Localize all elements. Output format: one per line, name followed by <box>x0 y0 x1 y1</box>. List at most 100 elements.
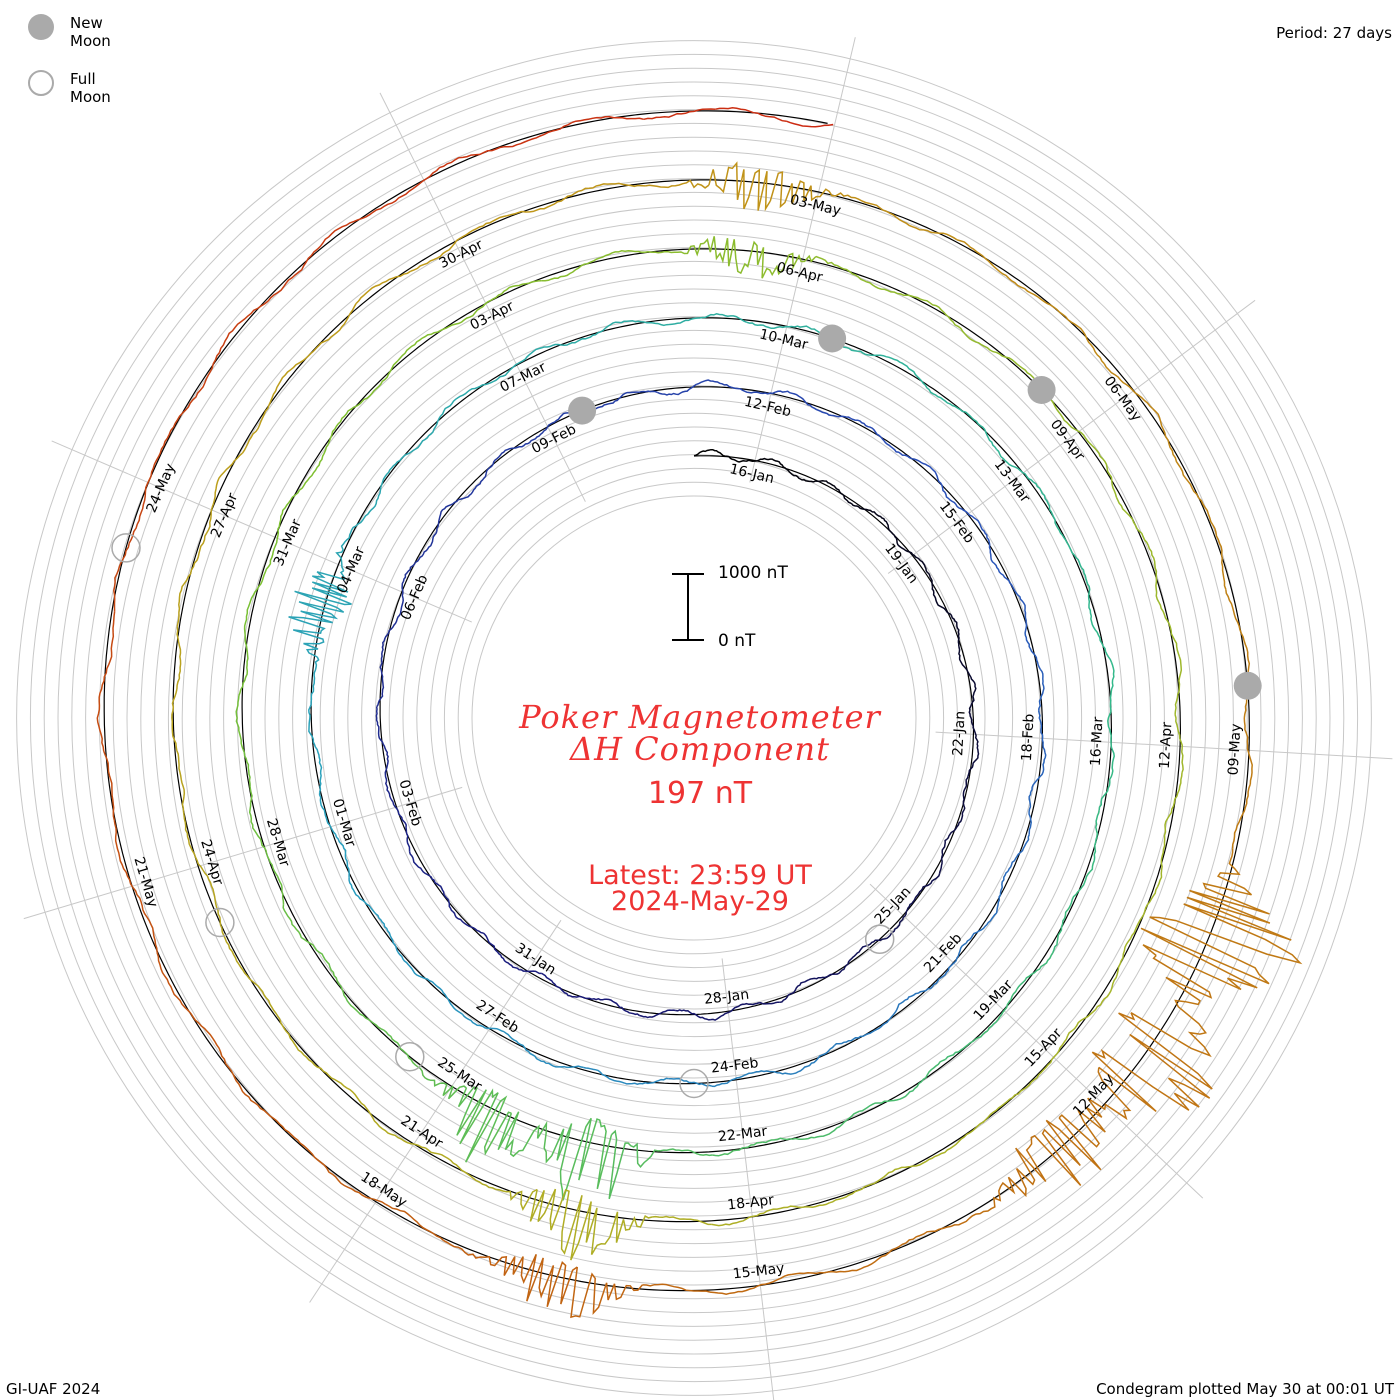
trace-segment <box>608 1129 661 1200</box>
trace-segment <box>744 1001 780 1006</box>
trace-segment <box>1066 993 1110 1037</box>
full-moon-marker <box>395 1041 425 1072</box>
trace-segment <box>965 912 998 944</box>
full-moon-icon <box>28 70 54 96</box>
trace-segment <box>308 702 317 748</box>
trace-segment <box>314 746 323 793</box>
trace-segment <box>171 688 178 751</box>
trace-segment <box>1103 363 1154 410</box>
trace-segment <box>376 669 385 708</box>
trace-segment <box>440 386 478 417</box>
trace-segment <box>241 397 273 454</box>
legend-new-moon-label: New Moon <box>70 14 111 50</box>
trace-segment <box>1030 752 1047 793</box>
trace-segment <box>316 209 377 250</box>
trace-segment <box>1091 1012 1213 1112</box>
trace-segment <box>1225 589 1249 653</box>
trace-segment <box>931 586 952 615</box>
trace-segment <box>1062 313 1105 365</box>
trace-segment <box>298 443 329 491</box>
date-label: 07-Mar <box>497 359 548 396</box>
trace-segment <box>503 1253 578 1308</box>
trace-segment <box>1028 791 1032 835</box>
trace-segment <box>1130 954 1213 1058</box>
trace-segment <box>113 820 134 888</box>
trace-segment <box>251 980 288 1033</box>
date-spokes <box>23 37 1393 1400</box>
trace-segment <box>326 1167 386 1205</box>
period-label: Period: 27 days <box>1276 24 1392 42</box>
trace-segment <box>581 182 646 192</box>
trace-segment <box>1080 567 1093 617</box>
trace-segment <box>1186 848 1292 941</box>
trace-segment <box>950 613 960 647</box>
trace-segment <box>593 250 649 262</box>
trace-segment <box>1016 952 1054 990</box>
trace-segment <box>397 328 444 361</box>
trace-segment <box>176 750 186 812</box>
trace-segment <box>538 1059 584 1069</box>
trace-segment <box>643 108 716 121</box>
trace-segment <box>202 869 223 929</box>
trace-segment <box>1030 1035 1069 1083</box>
trace-segment <box>866 281 921 300</box>
trace-segment <box>850 417 885 442</box>
date-spoke <box>869 883 1204 1199</box>
trace-segment <box>433 880 454 913</box>
date-spoke <box>887 299 1256 574</box>
trace-segment <box>410 235 464 272</box>
trace-segment <box>485 447 515 474</box>
current-value: 197 nT <box>647 776 753 811</box>
chart-title-line2: ΔH Component <box>569 730 831 768</box>
grid-ring <box>85 109 1303 1327</box>
trace-segment <box>384 780 401 817</box>
trace-segment <box>190 1012 232 1071</box>
new-moon-marker <box>568 396 597 425</box>
trace-segment <box>709 1279 778 1295</box>
trace-segment <box>746 321 795 330</box>
trace-segment <box>1152 408 1182 469</box>
trace-segment <box>1140 903 1303 991</box>
trace-segment <box>256 539 278 590</box>
trace-segment <box>521 189 583 213</box>
trace-segment <box>797 1044 835 1073</box>
grid-ring <box>57 81 1331 1355</box>
new-moon-icon <box>28 14 54 40</box>
trace-segment <box>762 1136 815 1144</box>
trace-segment <box>503 121 573 148</box>
trace-segment <box>103 611 116 681</box>
trace-segment <box>866 927 898 947</box>
grid-ring <box>347 371 1041 1065</box>
grid-ring <box>319 343 1069 1093</box>
trace-segment <box>885 355 926 386</box>
trace-segment <box>410 415 442 453</box>
full-moon-marker <box>111 533 141 563</box>
trace-segment <box>328 1075 374 1119</box>
trace-segment <box>774 390 813 408</box>
trace-segment <box>570 1266 643 1319</box>
trace-segment <box>342 991 382 1030</box>
grid-ring <box>167 191 1221 1245</box>
trace-segment <box>808 969 843 981</box>
trace-segment <box>699 313 748 323</box>
trace-segment <box>375 913 399 953</box>
grid-ring <box>195 219 1193 1217</box>
trace-segment <box>288 610 339 658</box>
date-label: 16-Mar <box>1088 716 1107 766</box>
trace-segment <box>1108 938 1132 995</box>
date-spoke <box>309 919 562 1303</box>
date-label: 12-Feb <box>743 394 793 421</box>
date-label: 10-Mar <box>758 326 810 353</box>
trace-segment <box>1231 784 1252 849</box>
grid-ring <box>140 164 1248 1272</box>
trace-segment <box>1174 714 1184 773</box>
trace-segment <box>443 1239 508 1276</box>
baseline-path <box>103 110 1251 1292</box>
grid-ring <box>29 53 1359 1383</box>
trace-segment <box>882 1154 939 1178</box>
trace-segment <box>786 468 816 483</box>
trace-segment <box>815 480 845 497</box>
trace-segment <box>956 239 1010 279</box>
grid-ring <box>250 274 1138 1162</box>
grid-ring <box>71 95 1317 1341</box>
